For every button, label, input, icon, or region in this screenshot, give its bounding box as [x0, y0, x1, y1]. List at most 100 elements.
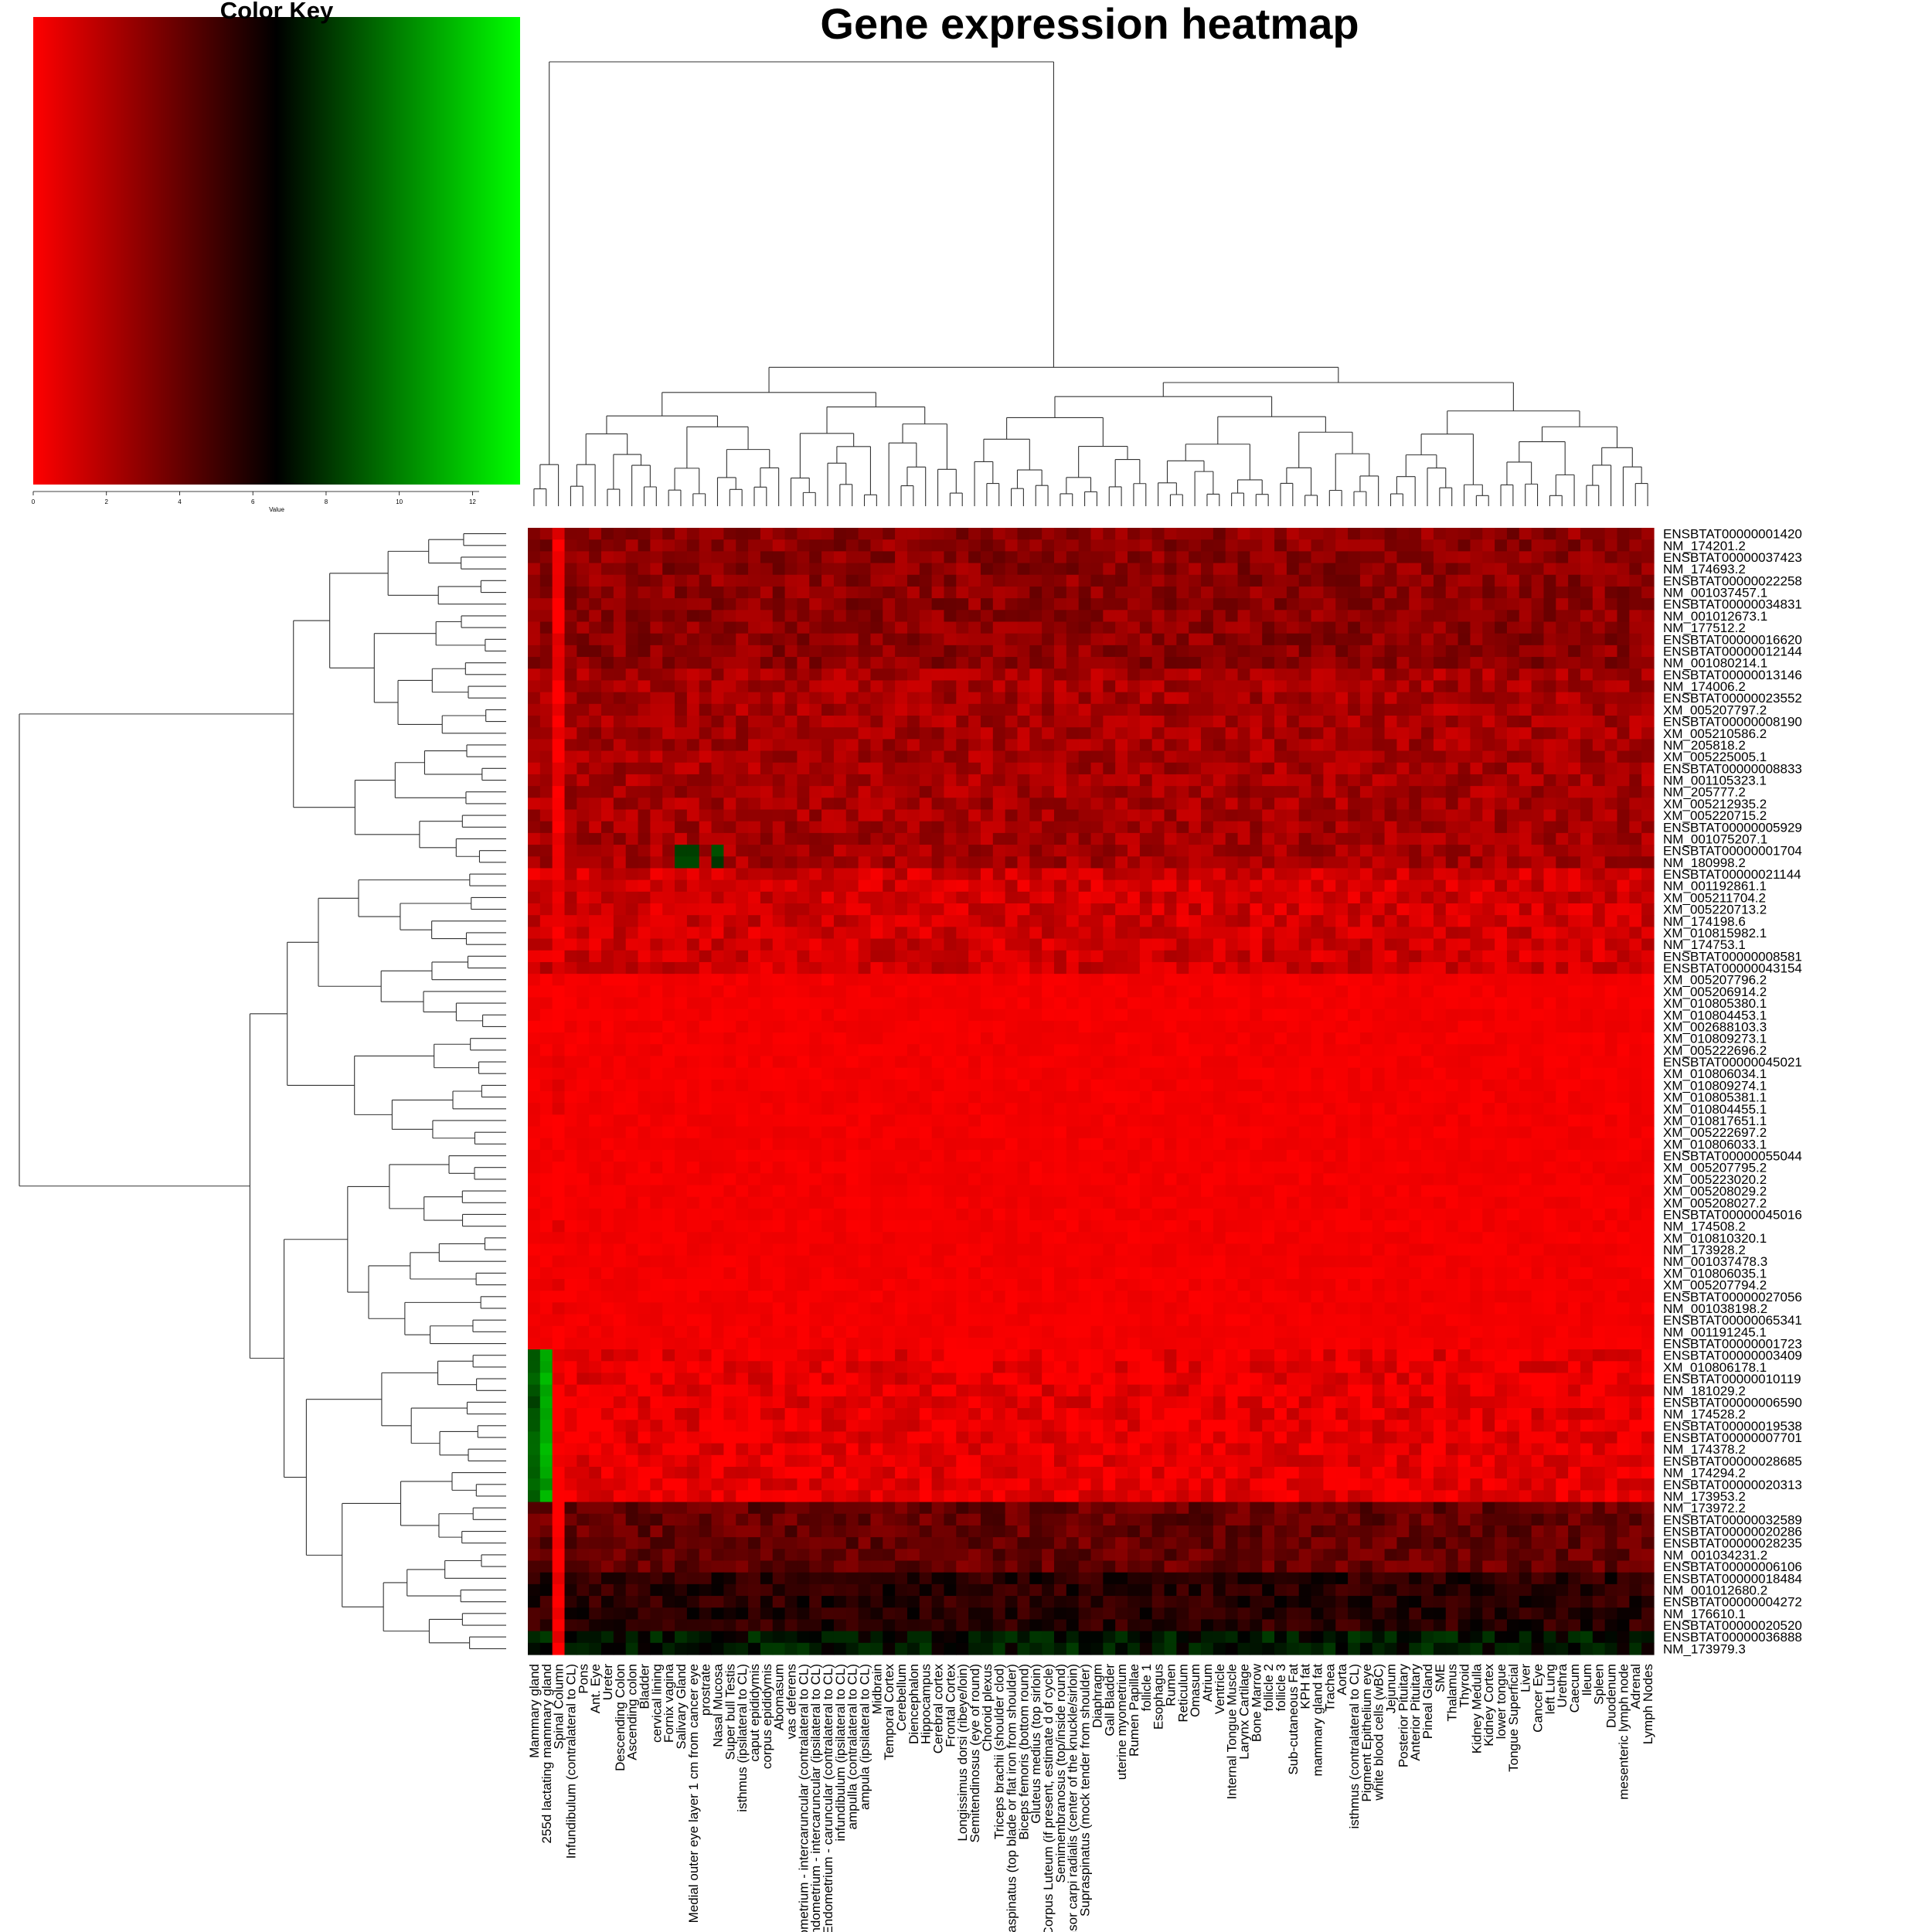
- heatmap-cell: [1568, 645, 1581, 658]
- heatmap-cell: [1250, 762, 1263, 775]
- heatmap-cell: [699, 868, 713, 881]
- heatmap-cell: [833, 1138, 847, 1151]
- heatmap-cell: [956, 1138, 969, 1151]
- heatmap-cell: [845, 574, 859, 587]
- heatmap-cell: [858, 891, 872, 904]
- heatmap-cell: [1115, 680, 1128, 693]
- heatmap-cell: [1298, 528, 1312, 540]
- heatmap-cell: [662, 856, 675, 869]
- heatmap-cell: [1495, 528, 1508, 540]
- heatmap-cell: [1629, 1056, 1642, 1069]
- heatmap-cell: [1372, 762, 1386, 775]
- heatmap-cell: [1396, 645, 1410, 658]
- heatmap-cell: [1359, 974, 1373, 986]
- heatmap-cell: [845, 716, 859, 728]
- heatmap-cell: [748, 786, 761, 798]
- heatmap-cell: [1409, 1032, 1422, 1045]
- heatmap-cell: [686, 786, 700, 798]
- heatmap-cell: [1176, 915, 1189, 927]
- heatmap-cell: [1470, 974, 1483, 986]
- heatmap-cell: [1090, 668, 1104, 682]
- heatmap-cell: [1151, 856, 1165, 869]
- heatmap-cell: [931, 680, 945, 693]
- heatmap-cell: [638, 974, 651, 986]
- heatmap-cell: [711, 563, 724, 576]
- heatmap-cell: [1384, 1091, 1398, 1104]
- heatmap-cell: [1042, 950, 1055, 963]
- heatmap-cell: [564, 915, 577, 927]
- heatmap-cell: [784, 1091, 798, 1104]
- heatmap-cell: [601, 680, 614, 693]
- heatmap-cell: [1348, 1056, 1361, 1069]
- heatmap-cell: [625, 868, 639, 881]
- heatmap-cell: [662, 563, 675, 576]
- heatmap-cell: [1604, 1079, 1618, 1092]
- heatmap-cell: [650, 563, 663, 576]
- heatmap-cell: [797, 586, 810, 599]
- heatmap-cell: [1323, 774, 1336, 787]
- heatmap-cell: [601, 657, 614, 669]
- heatmap-cell: [1580, 692, 1594, 705]
- heatmap-cell: [1066, 668, 1080, 682]
- heatmap-cell: [539, 610, 553, 623]
- heatmap-cell: [1556, 598, 1569, 611]
- heatmap-cell: [1237, 750, 1250, 764]
- heatmap-cell: [1335, 997, 1349, 1010]
- heatmap-cell: [821, 668, 835, 682]
- heatmap-cell: [1115, 927, 1128, 940]
- heatmap-cell: [1298, 950, 1312, 963]
- heatmap-cell: [1213, 774, 1226, 787]
- heatmap-cell: [845, 539, 859, 552]
- heatmap-cell: [1237, 821, 1250, 834]
- heatmap-cell: [1506, 1067, 1520, 1080]
- heatmap-cell: [1286, 551, 1300, 564]
- heatmap-cell: [1128, 985, 1141, 998]
- heatmap-cell: [675, 774, 688, 787]
- heatmap-cell: [919, 903, 933, 916]
- heatmap-cell: [1348, 528, 1361, 540]
- heatmap-cell: [686, 668, 700, 682]
- heatmap-cell: [1348, 856, 1361, 869]
- heatmap-cell: [711, 1114, 724, 1128]
- heatmap-cell: [1641, 727, 1655, 740]
- heatmap-cell: [650, 798, 663, 811]
- heatmap-cell: [675, 1032, 688, 1045]
- heatmap-cell: [1445, 832, 1459, 845]
- heatmap-cell: [821, 574, 835, 587]
- heatmap-cell: [736, 1114, 749, 1128]
- heatmap-cell: [650, 821, 663, 834]
- heatmap-cell: [1335, 610, 1349, 623]
- heatmap-cell: [1139, 774, 1153, 787]
- heatmap-cell: [1103, 610, 1116, 623]
- heatmap-cell: [1470, 1032, 1483, 1045]
- heatmap-cell: [1396, 739, 1410, 752]
- heatmap-cell: [1458, 1091, 1471, 1104]
- heatmap-cell: [1237, 856, 1250, 869]
- heatmap-cell: [931, 938, 945, 951]
- heatmap-cell: [1604, 950, 1618, 963]
- heatmap-cell: [1298, 879, 1312, 893]
- heatmap-cell: [1090, 539, 1104, 552]
- heatmap-cell: [1017, 856, 1030, 869]
- heatmap-cell: [956, 809, 969, 822]
- heatmap-cell: [723, 832, 736, 845]
- heatmap-cell: [956, 856, 969, 869]
- heatmap-cell: [1384, 1103, 1398, 1115]
- heatmap-cell: [1421, 950, 1434, 963]
- heatmap-cell: [1506, 997, 1520, 1010]
- heatmap-cell: [1298, 832, 1312, 845]
- heatmap-cell: [564, 1126, 577, 1139]
- heatmap-cell: [1372, 610, 1386, 623]
- heatmap-cell: [1298, 668, 1312, 682]
- heatmap-cell: [883, 985, 896, 998]
- heatmap-cell: [1274, 1020, 1287, 1033]
- heatmap-cell: [1311, 563, 1325, 576]
- heatmap-cell: [1568, 985, 1581, 998]
- heatmap-cell: [1201, 950, 1214, 963]
- heatmap-cell: [797, 1091, 810, 1104]
- heatmap-cell: [1458, 716, 1471, 728]
- heatmap-cell: [1237, 1138, 1250, 1151]
- heatmap-cell: [968, 598, 981, 611]
- heatmap-cell: [1090, 927, 1104, 940]
- heatmap-cell: [1348, 621, 1361, 634]
